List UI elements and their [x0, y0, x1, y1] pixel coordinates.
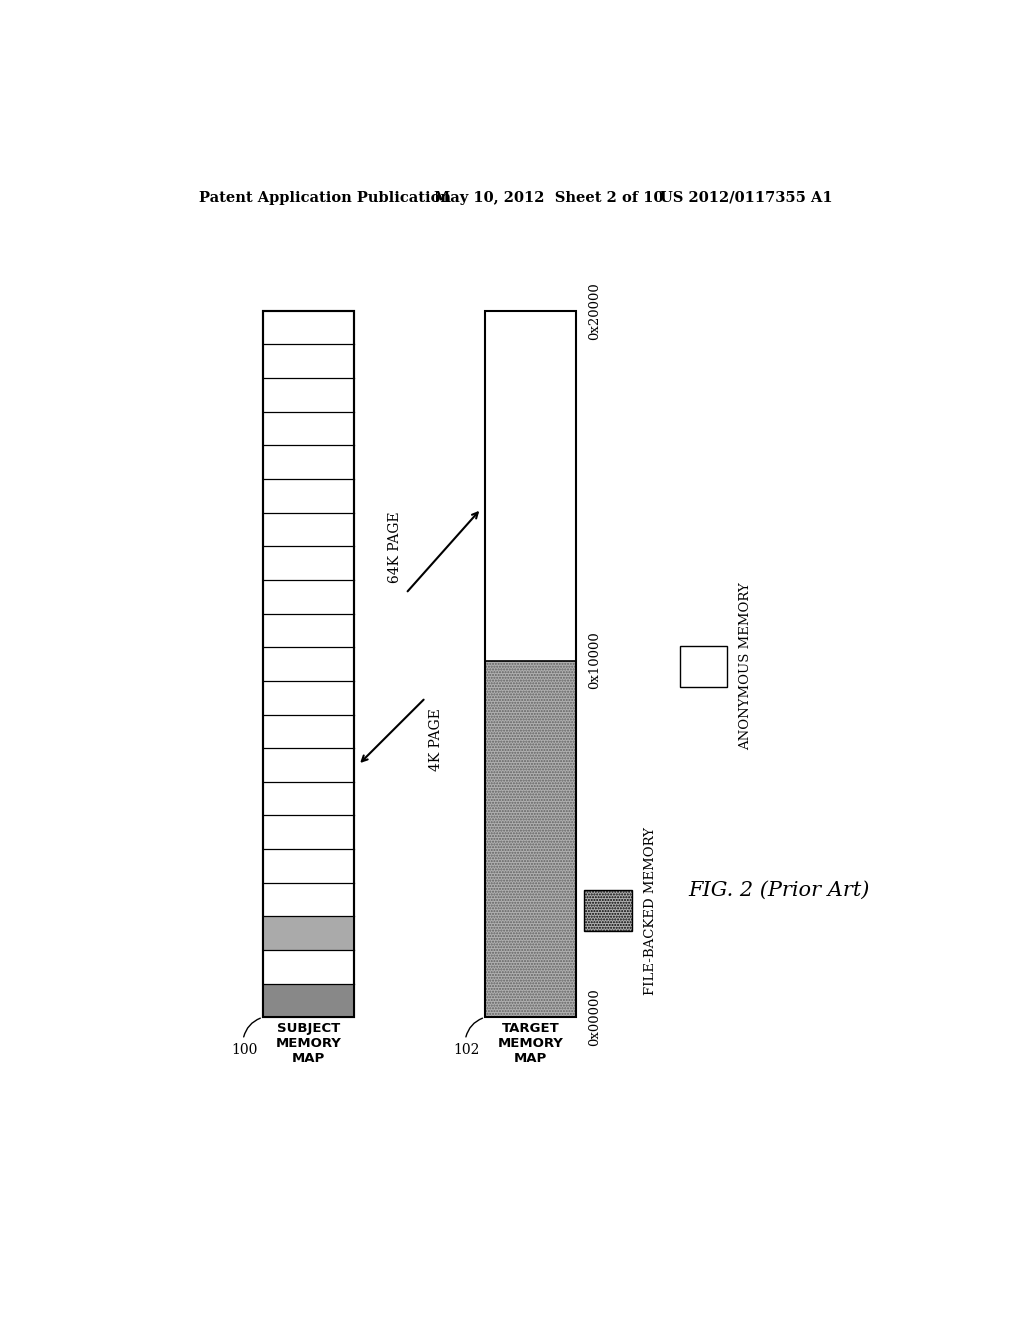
Text: 100: 100: [231, 1043, 258, 1057]
Text: May 10, 2012  Sheet 2 of 10: May 10, 2012 Sheet 2 of 10: [433, 191, 663, 205]
Text: 4K PAGE: 4K PAGE: [429, 708, 443, 771]
Bar: [263, 916, 354, 950]
Text: US 2012/0117355 A1: US 2012/0117355 A1: [659, 191, 833, 205]
Text: FILE-BACKED MEMORY: FILE-BACKED MEMORY: [644, 826, 656, 994]
Text: 0x20000: 0x20000: [588, 282, 601, 339]
Text: 64K PAGE: 64K PAGE: [388, 512, 402, 583]
Text: 0x00000: 0x00000: [588, 989, 601, 1047]
Text: FIG. 2 (Prior Art): FIG. 2 (Prior Art): [688, 880, 869, 900]
Bar: [263, 312, 354, 1018]
Bar: [485, 312, 577, 1018]
Bar: [680, 647, 727, 686]
Bar: [485, 312, 577, 660]
Bar: [263, 983, 354, 1018]
Bar: [263, 312, 354, 1018]
Text: 0x10000: 0x10000: [588, 632, 601, 689]
Text: SUBJECT
MEMORY
MAP: SUBJECT MEMORY MAP: [275, 1022, 341, 1065]
Text: ANONYMOUS MEMORY: ANONYMOUS MEMORY: [739, 582, 752, 751]
Text: TARGET
MEMORY
MAP: TARGET MEMORY MAP: [498, 1022, 563, 1065]
Bar: [485, 660, 577, 1018]
Bar: [585, 890, 632, 931]
Text: 102: 102: [454, 1043, 480, 1057]
Text: Patent Application Publication: Patent Application Publication: [200, 191, 452, 205]
